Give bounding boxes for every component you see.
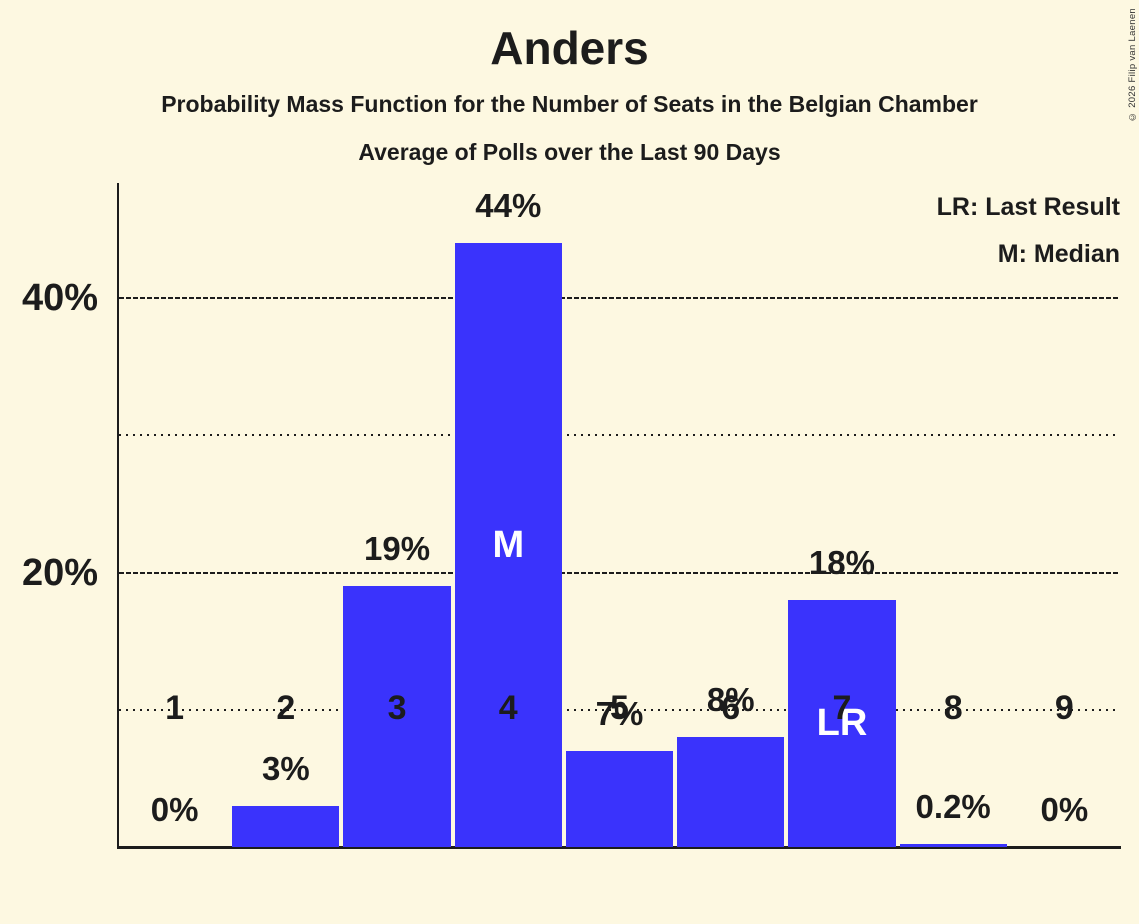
- minor-gridline-10pct: [119, 708, 1120, 711]
- legend-median: M: Median: [997, 240, 1120, 268]
- chart-title: Anders: [490, 22, 649, 74]
- bar-seats-6: [677, 737, 785, 847]
- x-tick-label-2: 2: [276, 689, 296, 727]
- x-tick-label-3: 3: [387, 689, 407, 727]
- value-label-seats-6: 8%: [706, 681, 755, 719]
- major-gridline-40pct: [119, 297, 1120, 300]
- y-tick-label-40: 40%: [21, 277, 98, 320]
- x-tick-label-4: 4: [498, 689, 518, 727]
- bar-seats-4: M: [454, 243, 562, 847]
- x-tick-label-5: 5: [610, 689, 629, 727]
- copyright-notice: © 2026 Filip van Laenen: [1127, 8, 1138, 123]
- major-gridline-20pct: [119, 571, 1120, 574]
- value-label-seats-4: 44%: [475, 187, 542, 225]
- chart-subtitle: Probability Mass Function for the Number…: [161, 91, 978, 117]
- chart-subtitle-period: Average of Polls over the Last 90 Days: [358, 139, 781, 165]
- x-tick-label-8: 8: [943, 689, 963, 727]
- value-label-seats-7: 18%: [808, 544, 875, 582]
- bar-seats-7: LR: [788, 600, 896, 847]
- value-label-seats-2: 3%: [261, 749, 310, 787]
- x-tick-label-9: 9: [1054, 689, 1074, 727]
- x-axis-line: [117, 846, 1121, 849]
- bar-seats-2: [232, 805, 340, 847]
- value-label-seats-8: 0.2%: [915, 788, 991, 826]
- value-label-seats-9: 0%: [1040, 791, 1089, 828]
- bar-annotation-m: M: [492, 523, 525, 566]
- bar-annotation-lr: LR: [816, 702, 868, 745]
- x-tick-label-7: 7: [832, 689, 852, 727]
- legend-last-result: LR: Last Result: [936, 193, 1120, 221]
- x-tick-label-1: 1: [165, 689, 185, 727]
- value-label-seats-1: 0%: [150, 791, 199, 828]
- bar-seats-3: [343, 586, 451, 847]
- value-label-seats-5: 7%: [595, 694, 644, 732]
- legend: LR: Last Result M: Median: [937, 184, 1120, 278]
- x-tick-label-6: 6: [721, 689, 741, 727]
- bar-seats-8: [899, 844, 1007, 847]
- minor-gridline-30pct: [119, 434, 1120, 437]
- y-axis-line: [117, 183, 119, 849]
- bar-seats-5: [565, 750, 674, 847]
- plot-area: 0% 3% 19% M 44% 7% 8% LR 18% 0.2% 0%: [119, 183, 1120, 847]
- y-tick-label-20: 20%: [21, 551, 98, 594]
- value-label-seats-3: 19%: [364, 530, 431, 568]
